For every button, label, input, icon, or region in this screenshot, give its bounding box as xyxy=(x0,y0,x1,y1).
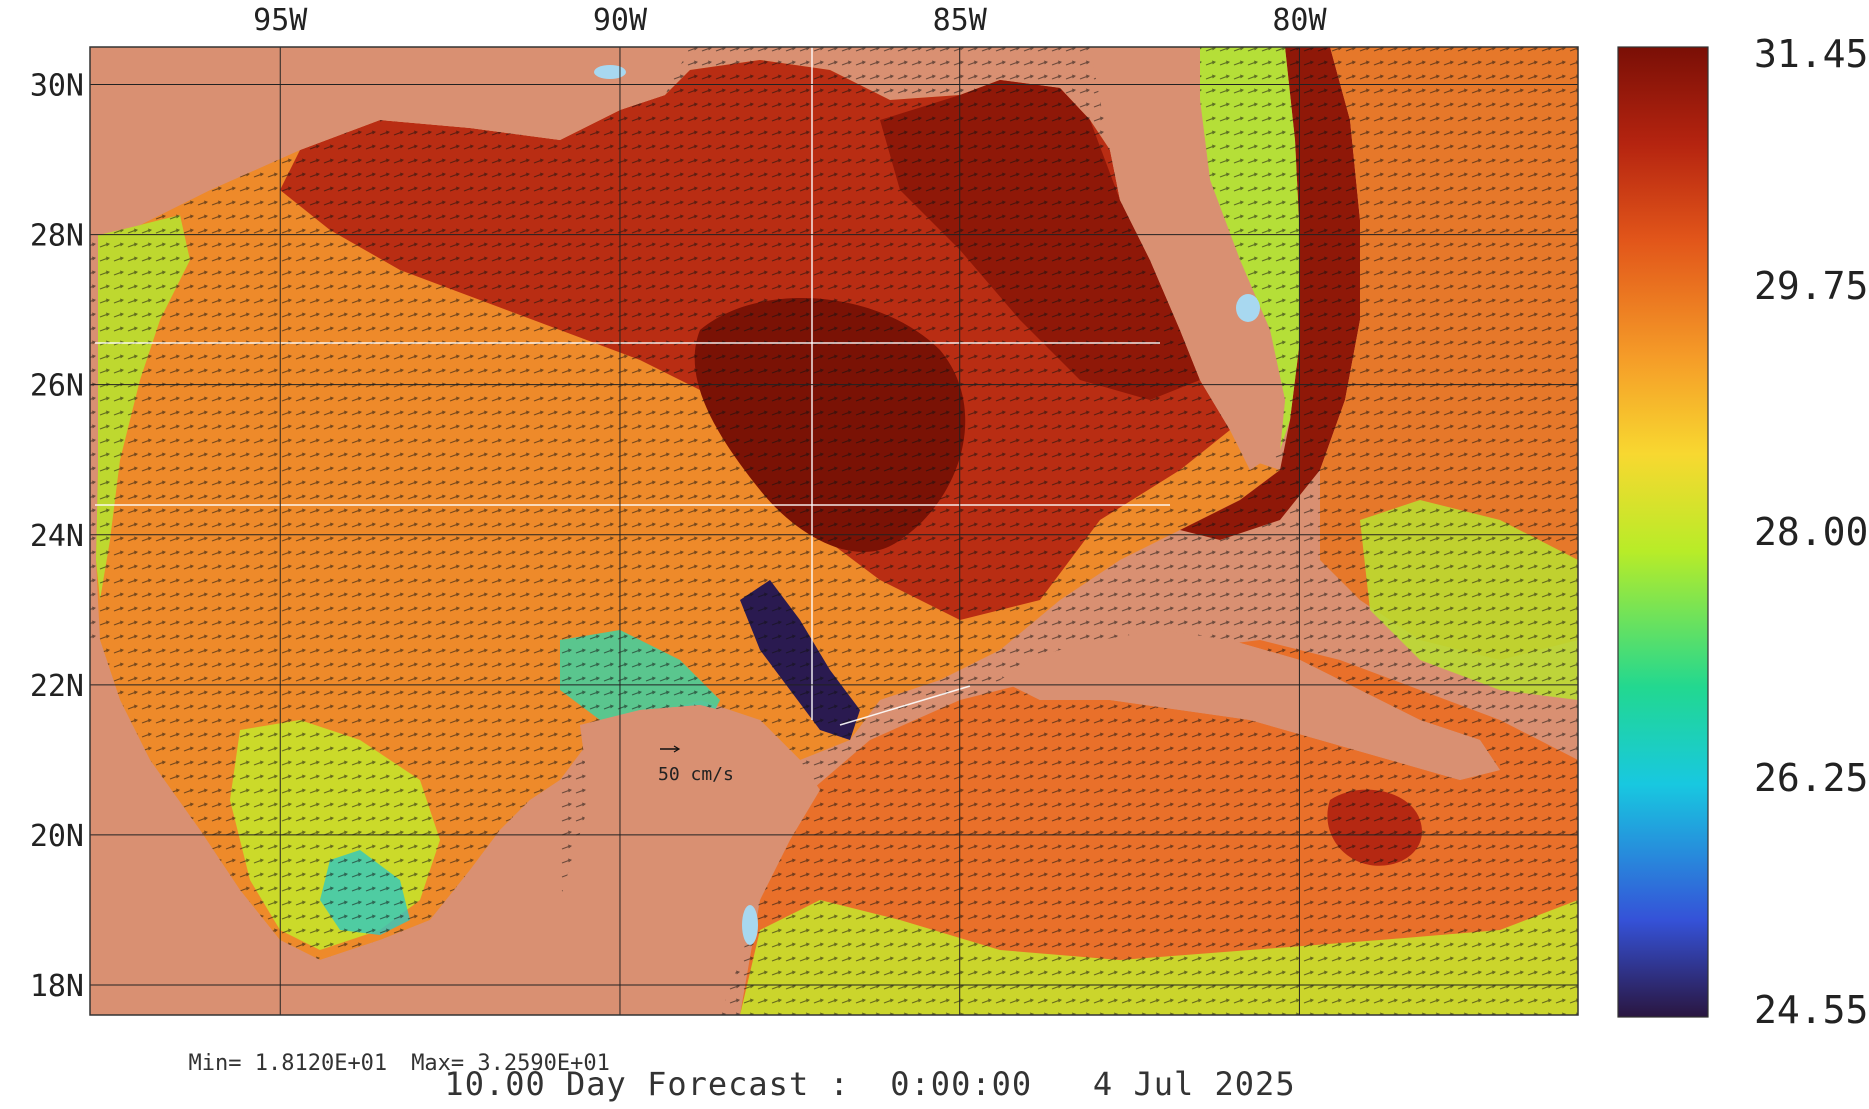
longitude-label: 80W xyxy=(1272,3,1327,38)
map-panel: 50 cm/s xyxy=(90,47,1578,1015)
land-mask-mexico-west xyxy=(90,640,560,1015)
longitude-labels: 95W 90W 85W 80W xyxy=(253,3,1327,38)
colorbar-tick-label: 28.00 xyxy=(1754,510,1868,554)
latitude-label: 22N xyxy=(30,669,84,704)
latitude-label: 18N xyxy=(30,969,84,1004)
longitude-label: 85W xyxy=(933,3,988,38)
colorbar-tick-label: 31.45 xyxy=(1754,32,1868,76)
map-frame xyxy=(89,46,1579,1016)
latitude-label: 30N xyxy=(30,69,84,104)
longitude-label: 90W xyxy=(593,3,648,38)
colorbar-tick-label: 26.25 xyxy=(1754,756,1868,800)
colorbar-ticks: 31.45 29.75 28.00 26.25 24.55 xyxy=(1754,32,1868,1032)
colorbar-tick-label: 29.75 xyxy=(1754,264,1868,308)
lake-okeechobee xyxy=(1236,294,1260,322)
forecast-caption: 10.00 Day Forecast : 0:00:00 4 Jul 2025 xyxy=(444,1065,1296,1103)
min-max-readout: Min= 1.8120E+01 Max= 3.2590E+01 xyxy=(162,1026,634,1076)
land-mask-north xyxy=(90,47,690,235)
coastal-lagoon xyxy=(742,905,758,945)
colorbar-gradient xyxy=(1617,46,1709,1018)
latitude-label: 26N xyxy=(30,369,84,404)
latitude-labels: 30N 28N 26N 24N 22N 20N 18N xyxy=(30,69,84,1004)
vector-reference: 50 cm/s xyxy=(658,745,734,785)
graticule xyxy=(90,47,1578,1015)
longitude-label: 95W xyxy=(253,3,308,38)
max-value: Max= 3.2590E+01 xyxy=(411,1051,610,1076)
latitude-label: 24N xyxy=(30,519,84,554)
latitude-label: 20N xyxy=(30,819,84,854)
lake-pontchartrain xyxy=(594,65,626,79)
colorbar: 31.45 29.75 28.00 26.25 24.55 xyxy=(1617,32,1868,1032)
colorbar-tick-label: 24.55 xyxy=(1754,988,1868,1032)
min-value: Min= 1.8120E+01 xyxy=(188,1051,388,1076)
land-mask-cuba xyxy=(1000,630,1500,780)
vector-reference-label: 50 cm/s xyxy=(658,764,734,785)
latitude-label: 28N xyxy=(30,219,84,254)
current-vector-field xyxy=(90,47,1578,1015)
land-mask-yucatan xyxy=(560,705,820,1015)
land-mask-florida xyxy=(1090,47,1285,470)
